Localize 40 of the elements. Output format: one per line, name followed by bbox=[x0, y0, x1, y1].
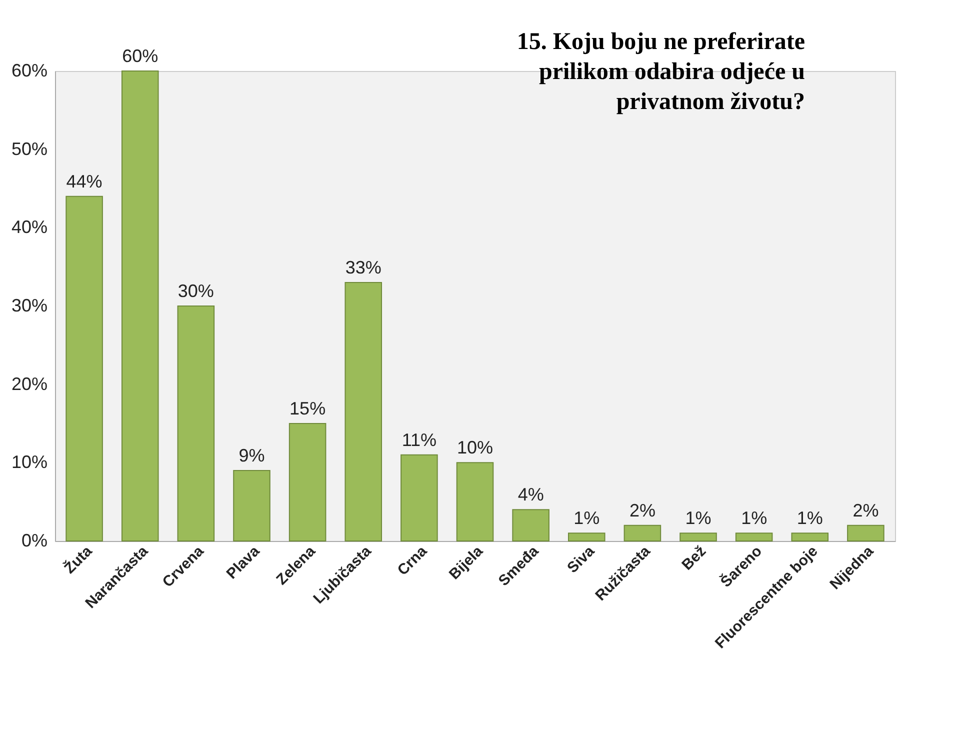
data-label: 33% bbox=[345, 258, 382, 278]
bar bbox=[400, 454, 438, 542]
y-tick-label: 60% bbox=[11, 60, 48, 80]
x-tick-label: Bež bbox=[678, 542, 710, 574]
bar bbox=[735, 532, 773, 542]
y-tick-label: 10% bbox=[11, 452, 48, 472]
data-label: 10% bbox=[456, 438, 494, 458]
bar bbox=[66, 196, 103, 542]
bar bbox=[288, 423, 326, 542]
x-tick-label: Siva bbox=[564, 542, 598, 577]
bar bbox=[456, 462, 494, 542]
data-label: 2% bbox=[852, 500, 879, 520]
bar bbox=[121, 70, 159, 542]
bar bbox=[847, 524, 884, 542]
data-label: 1% bbox=[685, 508, 712, 528]
data-label: 44% bbox=[66, 171, 102, 192]
data-label: 9% bbox=[238, 446, 265, 466]
bar bbox=[791, 532, 829, 542]
y-tick-label: 50% bbox=[11, 138, 48, 159]
y-tick-label: 30% bbox=[11, 296, 48, 316]
data-label: 1% bbox=[796, 508, 823, 528]
chart-title: 15. Koju boju ne preferirate prilikom odabira odjeće u privatnom životu? bbox=[516, 29, 806, 115]
data-label: 4% bbox=[518, 484, 544, 505]
bar bbox=[568, 532, 606, 542]
bar bbox=[680, 532, 717, 542]
data-label: 15% bbox=[290, 398, 326, 418]
data-label: 2% bbox=[629, 500, 656, 520]
y-tick-label: 0% bbox=[21, 530, 48, 550]
bar bbox=[624, 524, 662, 542]
bar bbox=[233, 470, 270, 542]
y-tick-label: 20% bbox=[11, 374, 48, 394]
bar bbox=[177, 306, 215, 542]
data-label: 1% bbox=[741, 508, 768, 528]
bar bbox=[512, 509, 550, 542]
data-label: 1% bbox=[574, 508, 600, 528]
data-label: 30% bbox=[178, 281, 214, 301]
bar bbox=[344, 282, 382, 542]
y-tick-label: 40% bbox=[11, 217, 48, 238]
data-label: 11% bbox=[402, 430, 437, 450]
data-label: 60% bbox=[122, 46, 158, 66]
